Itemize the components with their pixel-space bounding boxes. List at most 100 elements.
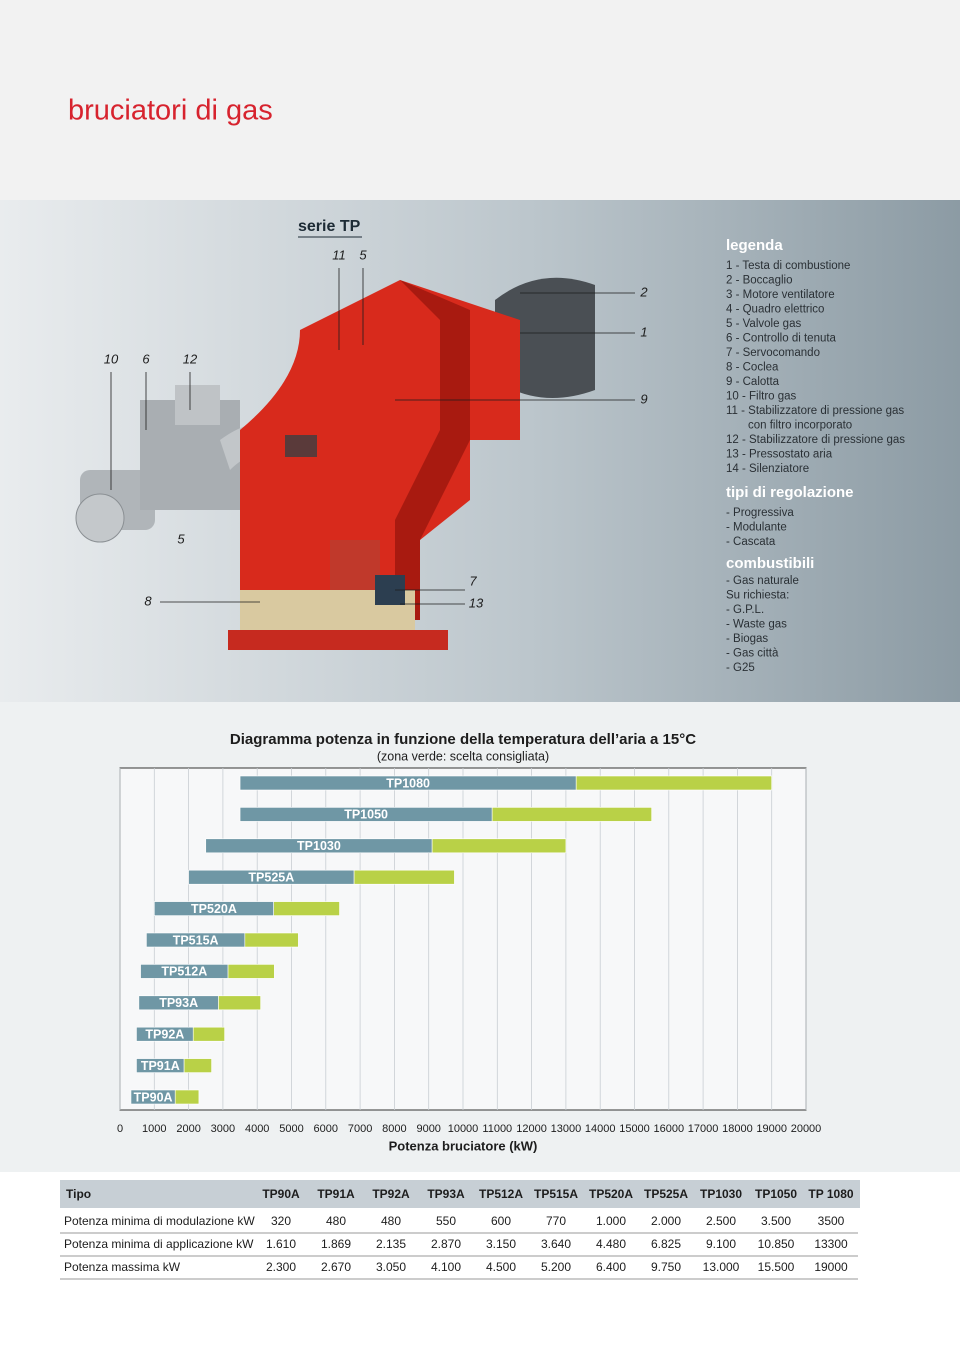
bar-label: TP1080	[386, 776, 430, 790]
x-tick-label: 4000	[245, 1123, 269, 1135]
table-cell: 3.150	[486, 1237, 516, 1251]
bar-label: TP525A	[248, 870, 294, 884]
bar-segment-recommended	[218, 995, 261, 1011]
callout-number: 2	[639, 284, 648, 299]
callout-number: 5	[359, 247, 367, 262]
table-cell: 2.870	[431, 1237, 461, 1251]
table-header-cell: TP525A	[644, 1187, 688, 1201]
table-cell: 9.750	[651, 1260, 681, 1274]
bar-label: TP520A	[191, 902, 237, 916]
legend-line: 2 - Boccaglio	[726, 275, 792, 287]
table-cell: 550	[436, 1214, 456, 1228]
chart: Diagramma potenza in funzione della temp…	[0, 702, 960, 1172]
callout-number: 8	[144, 593, 152, 608]
chart-title: Diagramma potenza in funzione della temp…	[230, 731, 696, 748]
bar-segment-recommended	[575, 775, 772, 791]
table-cell: 13.000	[703, 1260, 740, 1274]
table-cell: 3.500	[761, 1214, 791, 1228]
x-tick-label: 0	[117, 1123, 123, 1135]
x-tick-label: 14000	[585, 1123, 616, 1135]
legend-line: - Waste gas	[726, 619, 787, 631]
table-cell: 2.000	[651, 1214, 681, 1228]
legend-line: - Cascata	[726, 536, 776, 548]
table-cell: 13300	[814, 1237, 848, 1251]
legend-line: 6 - Controllo di tenuta	[726, 333, 837, 345]
bar-label: TP90A	[134, 1090, 173, 1104]
section-title: combustibili	[726, 555, 814, 572]
legend-line: 12 - Stabilizzatore di pressione gas	[726, 434, 905, 446]
bar-segment-recommended	[273, 901, 340, 916]
table-header-cell: Tipo	[66, 1187, 91, 1201]
legend-line: - Gas naturale	[726, 575, 799, 587]
callout-number: 1	[640, 324, 647, 339]
callout-number: 13	[469, 595, 484, 610]
bar-segment-recommended	[183, 1058, 212, 1073]
bar-label: TP515A	[173, 933, 219, 947]
legend-line: - Gas città	[726, 648, 779, 660]
bar-segment-recommended	[192, 1026, 225, 1042]
legend-line: 11 - Stabilizzatore di pressione gas	[726, 405, 904, 417]
x-tick-label: 2000	[176, 1123, 200, 1135]
legend-line: - Biogas	[726, 633, 768, 645]
x-tick-label: 1000	[142, 1123, 166, 1135]
table-cell: 19000	[814, 1260, 848, 1274]
callout-number: 5	[177, 531, 185, 546]
legend-line: 14 - Silenziatore	[726, 463, 809, 475]
x-tick-label: 8000	[382, 1123, 406, 1135]
callouts: 11 5 10 6 12 5 8 7 13 2 1 9	[104, 247, 649, 610]
table-cell: 2.300	[266, 1260, 296, 1274]
bar-label: TP92A	[145, 1027, 184, 1041]
legend-line: - Modulante	[726, 522, 787, 534]
bar-label: TP1030	[297, 839, 341, 853]
legend-line: con filtro incorporato	[748, 420, 852, 432]
legend-line: - G.P.L.	[726, 604, 764, 616]
table-cell: Potenza minima di applicazione kW	[64, 1237, 254, 1251]
table-cell: 1.610	[266, 1237, 296, 1251]
table-cell: 2.500	[706, 1214, 736, 1228]
page-title: bruciatori di gas	[68, 95, 273, 127]
table-cell: Potenza minima di modulazione kW	[64, 1214, 255, 1228]
table-cell: Potenza massima kW	[64, 1260, 181, 1274]
x-tick-label: 9000	[416, 1123, 440, 1135]
chart-subtitle: (zona verde: scelta consigliata)	[377, 749, 549, 763]
bar-segment-recommended	[491, 807, 652, 822]
callout-number: 9	[640, 391, 647, 406]
table-header-cell: TP92A	[372, 1187, 410, 1201]
legend-line: 5 - Valvole gas	[726, 318, 801, 330]
bar-segment-recommended	[227, 964, 275, 979]
legend-line: 10 - Filtro gas	[726, 391, 797, 403]
table-cell: 2.135	[376, 1237, 406, 1251]
table: Tipo TP90A TP91A TP92A TP93A TP512A TP515A TP52…	[0, 1172, 960, 1358]
x-tick-label: 15000	[619, 1123, 650, 1135]
x-tick-label: 13000	[551, 1123, 582, 1135]
table-cell: 4.500	[486, 1260, 516, 1274]
table-cell: 4.480	[596, 1237, 626, 1251]
table-cell: 2.670	[321, 1260, 351, 1274]
table-cell: 6.400	[596, 1260, 626, 1274]
x-tick-label: 6000	[314, 1123, 338, 1135]
callout-number: 6	[142, 351, 150, 366]
bar-label: TP512A	[161, 965, 207, 979]
bar-segment-recommended	[353, 869, 455, 885]
table-cell: 10.850	[758, 1237, 795, 1251]
legend-line: 7 - Servocomando	[726, 347, 820, 359]
table-cell: 480	[326, 1214, 346, 1228]
table-header-cell: TP512A	[479, 1187, 523, 1201]
table-header-cell: TP520A	[589, 1187, 633, 1201]
legend-line: - G25	[726, 662, 755, 674]
table-cell: 600	[491, 1214, 511, 1228]
x-tick-label: 5000	[279, 1123, 303, 1135]
table-cell: 1.000	[596, 1214, 626, 1228]
callout-number: 12	[183, 351, 198, 366]
legend-line: 4 - Quadro elettrico	[726, 304, 824, 316]
legend-line: 3 - Motore ventilatore	[726, 289, 835, 301]
table-cell: 6.825	[651, 1237, 681, 1251]
legend-line: - Progressiva	[726, 507, 794, 519]
table-header-cell: TP515A	[534, 1187, 578, 1201]
bar-label: TP91A	[141, 1059, 180, 1073]
x-tick-label: 20000	[791, 1123, 822, 1135]
table-cell: 3.050	[376, 1260, 406, 1274]
x-tick-label: 7000	[348, 1123, 372, 1135]
legend-line: 8 - Coclea	[726, 362, 779, 374]
